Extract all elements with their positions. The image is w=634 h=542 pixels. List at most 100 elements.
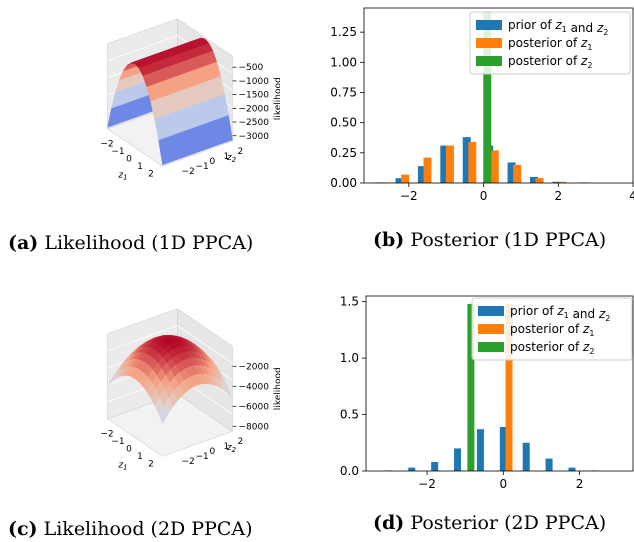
xtick-label-b-1: 0 xyxy=(480,189,488,203)
surface-a xyxy=(107,37,233,166)
legend-swatch-b-0 xyxy=(476,20,502,30)
legend-label-b-2: posterior of z2 xyxy=(508,54,592,70)
caption-d: (d) Posterior (2D PPCA) xyxy=(373,512,606,534)
bar-b-s1-6 xyxy=(513,164,522,183)
xtick-label-b-0: −2 xyxy=(400,189,418,203)
ztick-label-a-1: −1000 xyxy=(239,77,270,87)
ytick-label-d-2: 1.0 xyxy=(340,351,359,365)
xtick-label-c-0: −2 xyxy=(100,430,113,440)
xlabel-c: z1 xyxy=(117,461,127,472)
ytick-label-b-2: 0.50 xyxy=(330,116,357,130)
xtick-label-a-3: 1 xyxy=(137,162,143,172)
ytick-label-a-2: 0 xyxy=(210,157,216,167)
xtick-label-c-1: −1 xyxy=(111,437,124,447)
ztick-label-c-3: −8000 xyxy=(239,422,270,432)
ytick-label-b-3: 0.75 xyxy=(330,85,357,99)
caption-a: (a) Likelihood (1D PPCA) xyxy=(8,232,253,254)
ztick-label-a-5: −3000 xyxy=(239,132,270,142)
ytick-label-c-0: −2 xyxy=(182,457,195,467)
caption-d-text: Posterior (2D PPCA) xyxy=(410,512,607,534)
bar-d-s0-2 xyxy=(431,461,439,471)
bar-b-s0-2 xyxy=(417,166,426,183)
bar-d-s0-1 xyxy=(408,467,416,471)
ztick-label-a-4: −2500 xyxy=(239,118,270,128)
ylabel-a: z2 xyxy=(226,153,237,164)
caption-b-tag: (b) xyxy=(373,229,405,251)
caption-c: (c) Likelihood (2D PPCA) xyxy=(8,518,253,540)
caption-d-tag: (d) xyxy=(373,512,405,534)
bar-b-s1-3 xyxy=(445,145,454,183)
zlabel-c: likelihood xyxy=(274,367,281,410)
legend-swatch-b-2 xyxy=(476,56,502,66)
bar-b-s0-6 xyxy=(507,162,516,183)
ztick-label-a-3: −2000 xyxy=(239,104,270,114)
surface-cell-c-195 xyxy=(158,404,168,425)
bar-b-s1-8 xyxy=(558,181,567,183)
axes-frame-b xyxy=(363,7,634,184)
ylabel-c: z2 xyxy=(226,443,237,454)
xtick-label-d-0: −2 xyxy=(418,477,436,491)
legend-label-d-2: posterior of z2 xyxy=(510,340,594,356)
surface-cell-a-195 xyxy=(158,138,168,166)
caption-c-tag: (c) xyxy=(8,518,38,540)
ytick-label-b-4: 1.00 xyxy=(330,55,357,69)
ztick-label-a-2: −1500 xyxy=(239,91,270,101)
bar-b-s1-4 xyxy=(468,141,477,183)
legend-b xyxy=(469,11,631,75)
ytick-label-c-4: 2 xyxy=(238,437,244,447)
ytick-label-b-5: 1.25 xyxy=(330,25,357,39)
surface-c xyxy=(107,335,233,425)
ztick-label-c-1: −4000 xyxy=(239,382,270,392)
axes-frame-d xyxy=(365,295,634,472)
bar-b-s1-5 xyxy=(490,150,499,183)
ytick-label-c-3: 1 xyxy=(224,442,230,452)
bar-chart-b: 0.00 0.25 0.50 0.75 1.00 1.25 −2 0 2 4 prior of z1… xyxy=(330,7,634,203)
xtick-label-d-1: 0 xyxy=(499,477,507,491)
legend-label-b-1: posterior of z1 xyxy=(508,36,592,52)
ytick-label-a-4: 2 xyxy=(238,147,244,157)
caption-a-text: Likelihood (1D PPCA) xyxy=(44,232,254,254)
surface-plot-a: −500 −1000 −1500 −2000 −2500 −3000 likelihood −… xyxy=(100,18,284,182)
ytick-label-b-1: 0.25 xyxy=(330,146,357,160)
xtick-label-a-1: −1 xyxy=(111,147,124,157)
bar-b-s0-8 xyxy=(552,181,561,183)
bar-b-s0-3 xyxy=(440,145,449,183)
ztick-label-c-2: −6000 xyxy=(239,402,270,412)
bar-d-s0-4 xyxy=(476,429,484,471)
xtick-label-b-2: 2 xyxy=(554,189,562,203)
ytick-label-c-2: 0 xyxy=(210,447,216,457)
caption-b-text: Posterior (1D PPCA) xyxy=(410,229,607,251)
legend-label-d-1: posterior of z1 xyxy=(510,322,594,338)
bar-b-s1-7 xyxy=(535,178,544,183)
ztick-label-c-0: −2000 xyxy=(239,362,270,372)
xtick-label-c-4: 2 xyxy=(148,460,154,470)
legend-swatch-d-1 xyxy=(478,324,504,334)
bar-d-s0-5 xyxy=(499,426,507,471)
bar-b-s0-4 xyxy=(462,137,471,183)
xtick-label-d-2: 2 xyxy=(576,477,584,491)
caption-c-text: Likelihood (2D PPCA) xyxy=(43,518,253,540)
ytick-label-b-0: 0.00 xyxy=(330,176,357,190)
bar-d-s0-8 xyxy=(568,467,576,471)
surface-plot-c: −2000−4000−6000−8000likelihood−2−1012z1−… xyxy=(100,308,284,472)
legend-swatch-d-0 xyxy=(478,306,504,316)
ytick-label-d-1: 0.5 xyxy=(340,408,359,422)
wall-grid-c-4 xyxy=(107,325,233,364)
bar-b-s0-7 xyxy=(529,176,538,183)
bar-b-s0-1 xyxy=(395,178,404,183)
xlabel-a: z1 xyxy=(117,171,127,182)
panel-c: −2000 −4000 −6000 −8000 likelihood −2 −1 0 1 2 z1−… xyxy=(50,290,284,495)
zlabel-a: likelihood xyxy=(274,77,281,120)
xtick-label-b-3: 4 xyxy=(629,189,634,203)
bar-d-s0-6 xyxy=(522,442,530,471)
xtick-label-c-3: 1 xyxy=(137,452,143,462)
caption-a-tag: (a) xyxy=(8,232,39,254)
ytick-label-a-3: 1 xyxy=(224,152,230,162)
bar-d-s0-7 xyxy=(545,458,553,471)
bar-d-s0-3 xyxy=(454,448,462,471)
legend-swatch-b-1 xyxy=(476,38,502,48)
bar-b-s1-1 xyxy=(401,174,410,183)
panel-a: −500 −1000 −1500 −2000 −2500 −3000 likelihood −… xyxy=(50,0,284,205)
bar-b-s2-0 xyxy=(483,11,492,183)
ytick-label-d-0: 0.0 xyxy=(340,464,359,478)
